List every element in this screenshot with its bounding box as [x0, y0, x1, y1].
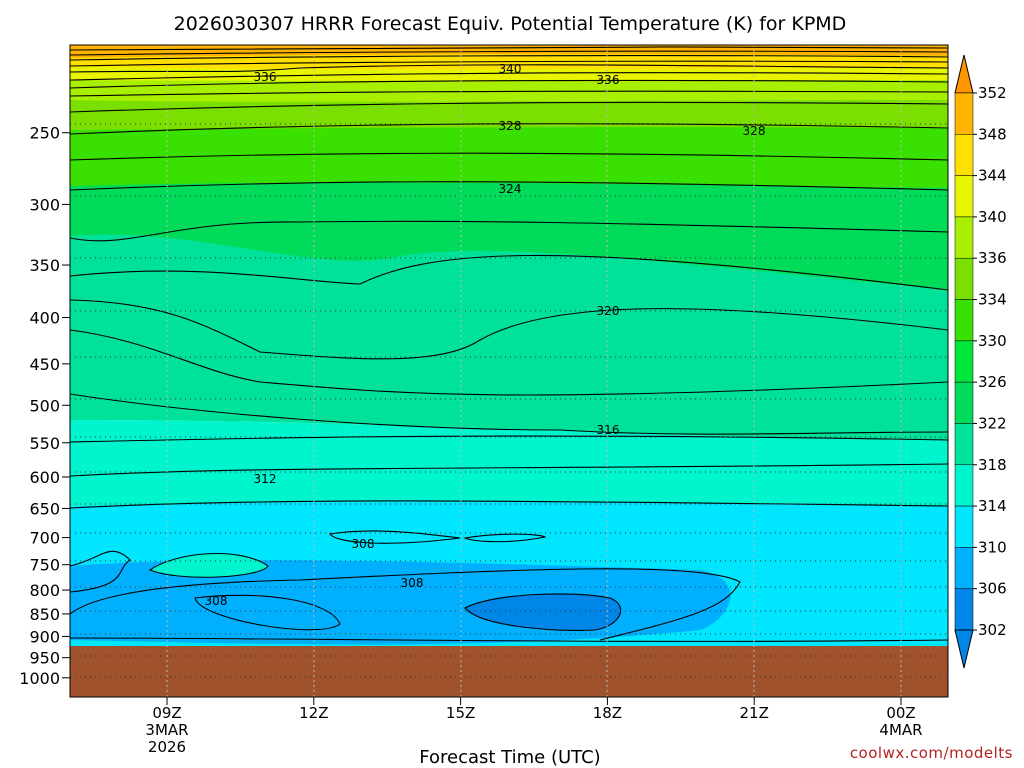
terrain — [70, 646, 948, 697]
cell-302 — [465, 593, 621, 631]
contour-label: 308 — [205, 594, 228, 608]
x-tick-label: 4MAR — [879, 721, 922, 739]
band-322 — [70, 182, 948, 290]
y-tick-label: 400 — [29, 309, 60, 328]
cell-314-warm — [150, 553, 268, 578]
y-tick-label: 550 — [29, 434, 60, 453]
x-axis-label: Forecast Time (UTC) — [419, 747, 600, 768]
band-336 — [70, 80, 948, 107]
colorbar-label: 326 — [978, 373, 1007, 391]
y-tick-label: 350 — [29, 256, 60, 275]
colorbar-label: 302 — [978, 621, 1007, 639]
colorbar-label: 336 — [978, 249, 1007, 267]
y-tick-label: 900 — [29, 627, 60, 646]
band-326 — [70, 127, 948, 190]
colorbar-label: 318 — [978, 456, 1007, 474]
x-tick-label: 2026 — [148, 738, 186, 756]
x-tick-label: 09Z — [152, 704, 181, 722]
y-tick-label: 950 — [29, 649, 60, 668]
colorbar-label: 306 — [978, 580, 1007, 598]
y-tick-label: 300 — [29, 195, 60, 214]
band-318 — [70, 234, 948, 440]
y-tick-label: 850 — [29, 605, 60, 624]
colorbar-segment — [954, 464, 974, 507]
y-tick-label: 1000 — [19, 669, 60, 688]
plot-area — [70, 45, 948, 697]
colorbar-segment — [954, 175, 974, 218]
band-330 — [70, 100, 948, 134]
colorbar-label: 310 — [978, 538, 1007, 556]
y-tick-label: 750 — [29, 556, 60, 575]
y-tick-label: 250 — [29, 124, 60, 143]
y-tick-label: 450 — [29, 355, 60, 374]
contour-labels: 336 340 336 328 328 324 320 316 312 308 … — [205, 62, 766, 608]
chart-title: 2026030307 HRRR Forecast Equiv. Potentia… — [174, 13, 847, 35]
x-tick-label: 18Z — [593, 704, 622, 722]
band-340 — [70, 66, 948, 85]
colorbar-segment — [954, 134, 974, 176]
colorbar-segment — [954, 588, 974, 631]
colorbar-segment — [954, 505, 974, 548]
x-tick-label: 3MAR — [145, 721, 188, 739]
colorbar-label: 352 — [978, 84, 1007, 102]
colorbar-label: 322 — [978, 414, 1007, 432]
contour-label: 316 — [597, 423, 620, 437]
contour-label: 328 — [743, 124, 766, 138]
contour-label: 340 — [499, 62, 522, 76]
contour-label: 336 — [597, 73, 620, 87]
contour-label: 324 — [499, 182, 522, 196]
contour-label: 312 — [254, 472, 277, 486]
y-tick-label: 800 — [29, 581, 60, 600]
colorbar-max-arrow — [954, 54, 974, 94]
y-tick-label: 700 — [29, 529, 60, 548]
colorbar-segment — [954, 340, 974, 383]
colorbar-label: 344 — [978, 167, 1007, 185]
x-tick-label: 21Z — [740, 704, 769, 722]
x-tick-label: 15Z — [446, 704, 475, 722]
colorbar-segment — [954, 547, 974, 589]
colorbar-min-arrow — [954, 629, 974, 669]
x-tick-label: 00Z — [886, 704, 915, 722]
colorbar-label: 334 — [978, 291, 1007, 309]
y-tick-label: 500 — [29, 396, 60, 415]
band-344 — [70, 54, 948, 72]
x-tick-label: 12Z — [299, 704, 328, 722]
colorbar-segment — [954, 381, 974, 424]
y-tick-label: 600 — [29, 468, 60, 487]
colorbar-label: 340 — [978, 208, 1007, 226]
colorbar-segment — [954, 423, 974, 466]
credit-text[interactable]: coolwx.com/modelts — [850, 744, 1013, 762]
colorbar-segment — [954, 92, 974, 135]
time-grid — [166, 45, 902, 697]
colorbar-segment — [954, 299, 974, 342]
colorbar-segment — [954, 216, 974, 259]
y-axis: 250 300 350 400 450 500 550 600 650 700 750 800 850 9… — [19, 124, 70, 688]
colorbar-segment — [954, 257, 974, 300]
contour-label: 308 — [352, 537, 375, 551]
contour-label: 320 — [597, 304, 620, 318]
contour-label: 328 — [499, 119, 522, 133]
colorbar-label: 314 — [978, 497, 1007, 515]
contour-label: 308 — [401, 576, 424, 590]
contour-label: 336 — [254, 70, 277, 84]
colorbar-label: 348 — [978, 125, 1007, 143]
band-314 — [70, 420, 948, 508]
y-tick-label: 650 — [29, 499, 60, 518]
plot-frame — [69, 44, 949, 698]
colorbar: 352 348 344 340 336 334 330 326 322 318 314 310 306 3… — [954, 54, 1007, 669]
colorbar-label: 330 — [978, 332, 1007, 350]
